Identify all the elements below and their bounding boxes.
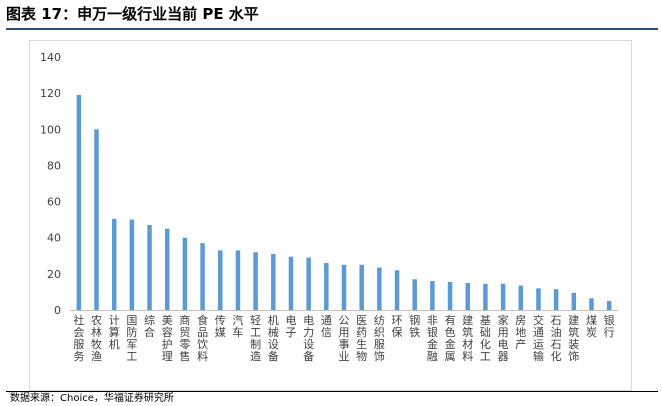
x-tick-label: 非银金融 bbox=[427, 314, 438, 363]
bar bbox=[200, 243, 205, 310]
x-tick-label: 汽车 bbox=[232, 313, 243, 339]
y-tick-label: 120 bbox=[40, 87, 61, 100]
bar bbox=[359, 264, 364, 310]
x-tick-label: 有色金属 bbox=[445, 313, 456, 363]
x-tick-label: 社会服务 bbox=[73, 313, 84, 363]
y-tick-label: 60 bbox=[47, 196, 61, 209]
bar bbox=[518, 285, 524, 310]
bar bbox=[412, 279, 417, 310]
pe-bar-chart: 0 20 40 60 80 100 120 140 社会服务农林牧渔计算机国防军工综合美容护理商… bbox=[40, 51, 618, 363]
x-tick-label: 电力设备 bbox=[303, 314, 314, 363]
bar bbox=[430, 281, 435, 310]
x-tick-label: 通信 bbox=[321, 314, 332, 339]
x-tick-label: 轻工制造 bbox=[250, 313, 261, 363]
y-tick-label: 140 bbox=[40, 51, 61, 64]
source-note: 数据来源：Choice，华福证券研究所 bbox=[10, 393, 174, 404]
title-divider bbox=[6, 28, 658, 30]
x-tick-label: 商贸零售 bbox=[179, 313, 190, 363]
x-tick-label: 基础化工 bbox=[480, 314, 491, 363]
x-tick-label: 食品饮料 bbox=[197, 313, 208, 363]
x-tick-label: 公用事业 bbox=[339, 314, 350, 363]
x-tick-label: 电子 bbox=[285, 314, 296, 339]
x-tick-label: 石油石化 bbox=[551, 314, 562, 363]
y-tick-label: 100 bbox=[40, 123, 61, 136]
bar bbox=[129, 219, 135, 310]
bar bbox=[271, 253, 276, 310]
x-tick-label: 综合 bbox=[144, 313, 155, 339]
x-tick-label: 医药生物 bbox=[356, 314, 367, 363]
bar bbox=[111, 218, 117, 310]
bar bbox=[536, 288, 541, 310]
bar bbox=[377, 267, 382, 310]
x-tick-label: 国防军工 bbox=[126, 314, 137, 363]
x-tick-label: 环保 bbox=[392, 314, 403, 339]
x-tick-label: 交通运输 bbox=[533, 313, 544, 363]
x-tick-label: 计算机 bbox=[109, 314, 120, 351]
bar bbox=[553, 289, 559, 310]
bar bbox=[324, 263, 329, 310]
y-tick-label: 0 bbox=[54, 304, 61, 317]
x-tick-label: 传媒 bbox=[215, 314, 226, 339]
bar bbox=[147, 225, 152, 310]
bar bbox=[94, 129, 99, 310]
x-tick-label: 纺织服饰 bbox=[374, 313, 385, 363]
bar bbox=[288, 256, 294, 310]
y-tick-label: 40 bbox=[47, 232, 61, 245]
bar bbox=[182, 237, 188, 310]
footer-divider bbox=[6, 391, 658, 392]
x-tick-label: 机械设备 bbox=[268, 313, 279, 363]
figure-title: 图表 17：申万一级行业当前 PE 水平 bbox=[6, 5, 259, 23]
bar bbox=[447, 281, 453, 310]
x-tick-label: 建筑装饰 bbox=[568, 313, 579, 363]
y-tick-label: 80 bbox=[47, 159, 61, 172]
y-tick-label: 20 bbox=[47, 268, 61, 281]
bar bbox=[483, 283, 488, 310]
bar bbox=[394, 270, 400, 310]
x-tick-label: 煤炭 bbox=[586, 314, 597, 339]
bar bbox=[571, 292, 577, 310]
x-tick-label: 农林牧渔 bbox=[91, 313, 102, 363]
bar bbox=[164, 228, 170, 310]
x-tick-label: 家用电器 bbox=[498, 313, 509, 363]
x-tick-label: 钢铁 bbox=[409, 314, 420, 339]
x-tick-label: 美容护理 bbox=[162, 314, 173, 363]
bar bbox=[306, 257, 311, 310]
bar bbox=[253, 252, 258, 310]
bar bbox=[465, 282, 470, 310]
bar bbox=[341, 264, 347, 310]
bar bbox=[606, 300, 612, 310]
bar bbox=[235, 250, 241, 310]
bar bbox=[589, 298, 594, 310]
x-tick-label: 银行 bbox=[604, 313, 615, 339]
bar bbox=[76, 94, 82, 310]
bar bbox=[500, 283, 506, 310]
x-tick-label: 建筑材料 bbox=[462, 313, 473, 363]
chart-frame: 0 20 40 60 80 100 120 140 社会服务 农林牧渔 计算机 国防军工 综合 美容护理商… bbox=[29, 40, 632, 391]
x-tick-label: 房地产 bbox=[515, 314, 526, 351]
bar bbox=[218, 250, 223, 310]
